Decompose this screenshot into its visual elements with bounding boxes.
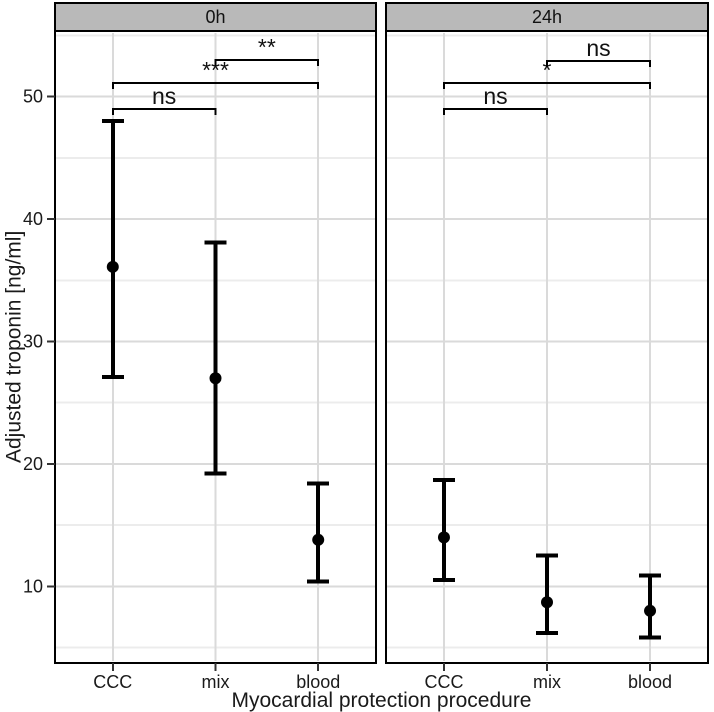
facet-strip [385, 2, 709, 32]
y-axis-tick-label: 20 [23, 454, 43, 474]
x-axis-title: Myocardial protection procedure [231, 689, 532, 712]
significance-bracket [546, 60, 652, 68]
x-axis-tick-label: blood [296, 672, 340, 692]
facet-strip-label: 24h [532, 7, 562, 27]
point-estimate [437, 531, 450, 544]
facet-strip [54, 2, 377, 32]
significance-bracket [111, 107, 217, 115]
significance-bracket [111, 82, 320, 90]
significance-bracket [214, 58, 320, 66]
significance-label: * [543, 57, 552, 83]
x-axis-tick-label: mix [533, 672, 561, 692]
y-axis-tick-label: 30 [23, 331, 43, 351]
significance-label: ** [258, 34, 276, 60]
point-estimate [106, 260, 119, 273]
significance-label: ns [483, 83, 507, 109]
y-axis-tick-label: 40 [23, 209, 43, 229]
y-axis-tick-label: 50 [23, 87, 43, 107]
significance-label: ns [152, 83, 176, 109]
point-estimate [209, 372, 222, 385]
significance-bracket [442, 82, 652, 90]
x-axis-tick-label: mix [202, 672, 230, 692]
point-estimate [312, 533, 325, 546]
facet-strip-label: 0h [205, 7, 225, 27]
point-estimate [644, 604, 657, 617]
x-axis-tick-label: blood [628, 672, 672, 692]
significance-bracket [442, 107, 548, 115]
point-estimate [541, 596, 553, 609]
significance-label: ns [586, 35, 610, 61]
x-axis-tick-label: CCC [424, 672, 463, 692]
y-axis-tick-label: 10 [23, 576, 43, 596]
x-axis-tick-label: CCC [93, 672, 132, 692]
